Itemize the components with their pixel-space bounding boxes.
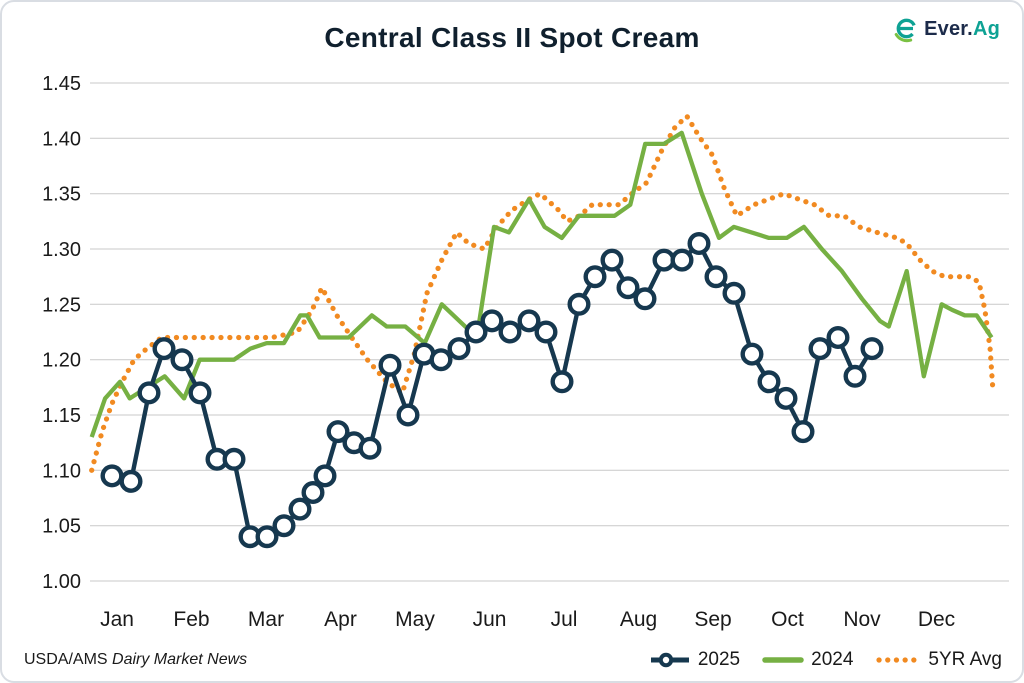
series-2025-marker — [358, 436, 382, 460]
series-2025-marker — [170, 348, 194, 372]
series-2025-marker — [740, 342, 764, 366]
y-axis-tick-label: 1.25 — [42, 294, 81, 316]
series-2025-marker — [188, 381, 212, 405]
logo-wordmark: Ever.Ag — [924, 18, 1000, 41]
series-2025-marker — [843, 364, 867, 388]
series-2025-marker — [464, 320, 488, 344]
x-axis-month-label: Aug — [620, 608, 657, 631]
x-axis-month-label: Jun — [473, 608, 507, 631]
series-2025-marker — [808, 337, 832, 361]
source-name: Dairy Market News — [112, 651, 248, 668]
chart-legend: 2025 2024 5YR Avg — [649, 649, 1002, 671]
series-2025-marker — [119, 469, 143, 493]
y-axis-tick-label: 1.20 — [42, 350, 81, 372]
series-2025-marker — [704, 265, 728, 289]
everag-logo-icon — [894, 18, 917, 43]
series-2025-marker — [152, 337, 176, 361]
x-axis-month-label: Mar — [248, 608, 284, 631]
chart-title: Central Class II Spot Cream — [324, 22, 700, 53]
legend-swatch-2024-icon — [762, 657, 804, 663]
x-axis-month-label: Jan — [100, 608, 134, 631]
y-axis-tick-label: 1.35 — [42, 184, 81, 206]
series-2025-marker — [791, 420, 815, 444]
series-2025-marker — [534, 320, 558, 344]
y-axis-tick-label: 1.10 — [42, 460, 81, 482]
series-2025-marker — [255, 525, 279, 549]
legend-swatch-5yr-icon — [876, 657, 922, 663]
series-2025-marker — [722, 281, 746, 305]
series-2025-marker — [288, 497, 312, 521]
y-axis-tick-label: 1.00 — [42, 571, 81, 593]
x-axis-month-label: Nov — [843, 608, 881, 631]
series-2025-marker — [616, 276, 640, 300]
series-2024-line — [89, 130, 994, 438]
y-axis-tick-label: 1.05 — [42, 516, 81, 538]
series-2025-marker — [633, 287, 657, 311]
logo-green-swoosh — [894, 33, 913, 43]
y-axis-tick-label: 1.15 — [42, 405, 81, 427]
source-note: USDA/AMS Dairy Market News — [24, 651, 247, 669]
series-2025-marker — [100, 464, 124, 488]
logo-text-ever: Ever. — [924, 18, 973, 40]
series-2025-line — [111, 241, 874, 539]
series-2025-marker — [396, 403, 420, 427]
series-2025-marker — [567, 292, 591, 316]
series-2025-marker — [600, 248, 624, 272]
series-2025-marker — [774, 386, 798, 410]
x-axis-month-label: Feb — [173, 608, 209, 631]
x-axis-month-label: Apr — [324, 608, 357, 631]
legend-swatch-2025-icon — [650, 652, 689, 668]
legend-label-2024: 2024 — [811, 649, 854, 670]
series-2025-marker — [222, 447, 246, 471]
series-2025-marker — [517, 309, 541, 333]
series-2025-marker — [272, 514, 296, 538]
series-2025-marker — [313, 464, 337, 488]
logo-e-ring — [896, 18, 917, 39]
y-axis-tick-label: 1.45 — [42, 73, 81, 95]
series-2025-marker — [301, 481, 325, 505]
series-2025-marker — [447, 337, 471, 361]
x-axis-month-label: Oct — [771, 608, 804, 631]
series-2025-marker — [757, 370, 781, 394]
x-axis-month-label: Jul — [551, 608, 578, 631]
series-2025-marker — [137, 381, 161, 405]
series-2025-marker — [687, 231, 711, 255]
x-axis-month-label: May — [395, 608, 435, 631]
logo-text-ag: Ag — [972, 18, 1000, 40]
series-2025-marker — [670, 248, 694, 272]
x-axis-month-label: Sep — [694, 608, 731, 631]
series-2025-marker — [326, 420, 350, 444]
series-2025-marker — [429, 348, 453, 372]
series-2025-marker — [826, 326, 850, 350]
legend-label-5yr-avg: 5YR Avg — [928, 649, 1002, 670]
y-axis-tick-label: 1.30 — [42, 239, 81, 261]
series-2025-marker — [550, 370, 574, 394]
series-2025-marker — [498, 320, 522, 344]
x-axis-month-label: Dec — [918, 608, 955, 631]
series-2025-marker — [480, 309, 504, 333]
everag-logo: Ever.Ag — [893, 16, 1000, 43]
series-2025-marker — [583, 265, 607, 289]
series-2025-marker — [860, 337, 884, 361]
source-prefix: USDA/AMS — [24, 651, 113, 668]
legend-label-2025: 2025 — [697, 649, 741, 670]
legend-item-2024: 2024 — [762, 649, 853, 671]
y-axis-tick-label: 1.40 — [42, 128, 81, 150]
legend-item-5yr-avg: 5YR Avg — [875, 649, 1002, 671]
chart-plot-area: 1.45 1.40 1.35 1.30 1.25 1.20 1.15 1.10 1.05 1.00… — [42, 73, 1009, 631]
series-5yr-avg-line — [89, 112, 996, 473]
series-2025-marker — [378, 353, 402, 377]
legend-item-2025: 2025 — [649, 649, 740, 671]
